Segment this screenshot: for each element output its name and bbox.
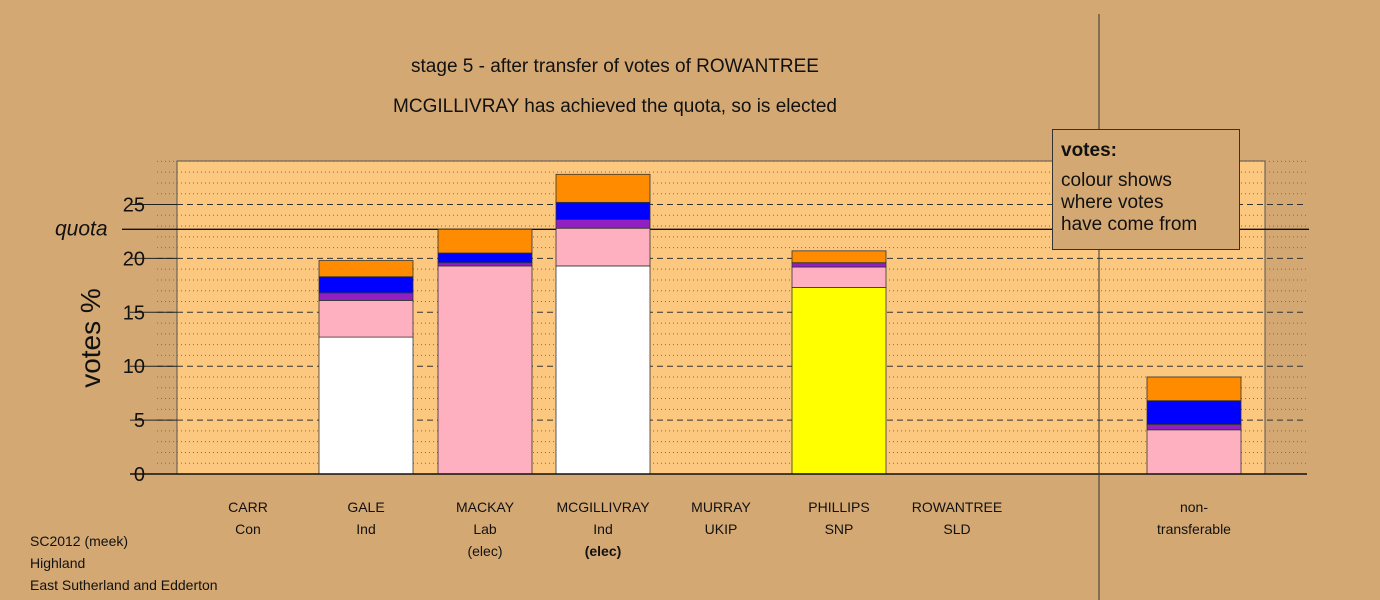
bar-segment-gale <box>318 276 414 294</box>
bar-segment-non <box>1146 376 1242 402</box>
bar-segment-non <box>1146 424 1242 431</box>
bar-segment-mackay <box>437 265 533 475</box>
category-label-name: MURRAY <box>691 499 751 515</box>
category-label-party: SLD <box>943 521 970 537</box>
bar-segment-gale <box>318 300 414 338</box>
bar-segment-phillips <box>791 287 887 475</box>
y-tick-label: 5 <box>134 410 145 432</box>
category-label-note: (elec) <box>467 543 502 559</box>
bar-segment-mcgillivray <box>555 265 651 475</box>
category-label-party: UKIP <box>705 521 738 537</box>
bar-segment-phillips <box>791 266 887 288</box>
category-label-party: transferable <box>1157 521 1231 537</box>
y-tick-label: 0 <box>134 464 145 486</box>
category-label-name: PHILLIPS <box>808 499 869 515</box>
bar-segment-mackay <box>437 252 533 264</box>
category-label-name: GALE <box>347 499 384 515</box>
category-label-name: MCGILLIVRAY <box>556 499 650 515</box>
legend-title: votes: <box>1061 140 1117 161</box>
bar-segment-gale <box>318 336 414 475</box>
quota-label: quota <box>55 217 108 240</box>
bar-segment-non <box>1146 429 1242 475</box>
category-label-party: Ind <box>356 521 375 537</box>
category-label-name: CARR <box>228 499 268 515</box>
chart-title-elected: MCGILLIVRAY has achieved the quota, so i… <box>393 96 837 117</box>
legend-text: colour shows where votes have come from <box>1061 170 1198 235</box>
category-label-name: MACKAY <box>456 499 515 515</box>
y-tick-label: 10 <box>123 356 145 378</box>
category-label-party: Con <box>235 521 261 537</box>
y-axis-label: votes % <box>75 288 106 388</box>
bar-segment-mackay <box>437 262 533 267</box>
bar-segment-mcgillivray <box>555 227 651 267</box>
bar-segment-mcgillivray <box>555 201 651 220</box>
bar-segment-mackay <box>437 228 533 254</box>
footer-method: SC2012 (meek) <box>30 533 129 549</box>
y-tick-label: 20 <box>123 248 145 270</box>
bar-segment-phillips <box>791 250 887 264</box>
category-label-note: (elec) <box>585 543 622 559</box>
chart-title-stage: stage 5 - after transfer of votes of ROW… <box>411 56 819 77</box>
category-label-party: SNP <box>825 521 854 537</box>
y-tick-label: 15 <box>123 302 145 324</box>
category-label-name: ROWANTREE <box>912 499 1002 515</box>
footer-ward: East Sutherland and Edderton <box>30 577 218 593</box>
legend-box: votes: colour shows where votes have com… <box>1052 129 1240 250</box>
category-label-name: non- <box>1180 499 1208 515</box>
bar-segment-gale <box>318 260 414 278</box>
bar-segment-mcgillivray <box>555 173 651 203</box>
category-label-party: Ind <box>593 521 612 537</box>
category-label-party: Lab <box>473 521 497 537</box>
bar-segment-non <box>1146 400 1242 425</box>
bar-segment-gale <box>318 292 414 301</box>
bar-segment-mcgillivray <box>555 219 651 229</box>
footer-council: Highland <box>30 555 86 571</box>
y-tick-label: 25 <box>123 195 145 217</box>
bar-segment-phillips <box>791 262 887 268</box>
